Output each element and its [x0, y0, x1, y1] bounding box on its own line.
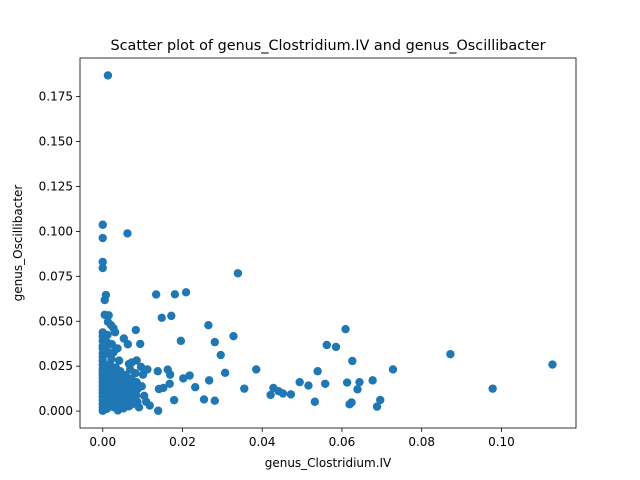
data-point-137	[210, 396, 219, 405]
y-tick-label: 0.100	[39, 224, 73, 238]
data-point-0	[103, 71, 113, 80]
data-point-10	[170, 290, 180, 299]
data-point-5	[98, 263, 107, 273]
y-tick-label: 0.000	[39, 404, 73, 418]
y-tick-label: 0.075	[39, 269, 73, 283]
x-tick-label: 0.02	[169, 435, 196, 449]
x-tick-label: 0.08	[408, 435, 435, 449]
x-tick-label: 0.00	[89, 435, 116, 449]
data-point-138	[220, 368, 230, 378]
data-point-75	[102, 404, 111, 414]
data-point-14	[157, 313, 166, 323]
data-point-114	[132, 391, 141, 400]
data-point-140	[252, 365, 261, 374]
data-point-132	[179, 374, 188, 383]
data-point-126	[159, 383, 168, 393]
data-point-86	[110, 376, 120, 385]
data-point-157	[372, 402, 382, 411]
data-point-15	[167, 311, 176, 321]
data-point-146	[295, 377, 304, 387]
data-point-130	[165, 379, 174, 388]
data-point-33	[176, 336, 186, 346]
data-point-136	[204, 376, 214, 385]
data-point-8	[100, 295, 109, 305]
data-point-159	[388, 365, 398, 374]
data-point-161	[548, 360, 557, 369]
data-point-37	[331, 342, 341, 352]
data-point-133	[185, 371, 194, 380]
data-point-158	[376, 395, 385, 405]
data-point-150	[321, 379, 330, 388]
plot-frame	[79, 57, 577, 429]
data-point-160	[488, 384, 497, 393]
y-axis-label: genus_Oscillibacter	[11, 185, 25, 302]
data-point-24	[204, 321, 213, 330]
data-point-145	[286, 390, 296, 399]
data-point-144	[278, 389, 288, 398]
data-point-23	[131, 325, 141, 335]
data-point-6	[233, 269, 243, 278]
data-point-156	[368, 376, 377, 385]
data-point-123	[145, 401, 154, 410]
data-point-148	[310, 397, 320, 406]
data-point-1	[98, 220, 107, 229]
data-point-111	[131, 368, 140, 378]
data-point-116	[134, 403, 144, 412]
plot-area	[80, 58, 576, 428]
x-tick-label: 0.10	[488, 435, 515, 449]
data-point-36	[322, 340, 331, 350]
y-tick-label: 0.050	[39, 314, 73, 328]
data-point-117	[136, 362, 146, 372]
y-tick-label: 0.125	[39, 179, 73, 193]
data-point-121	[143, 365, 152, 374]
y-tick-label: 0.025	[39, 359, 73, 373]
data-point-131	[169, 395, 179, 405]
chart-title: Scatter plot of genus_Clostridium.IV and…	[110, 38, 545, 54]
data-point-154	[353, 385, 362, 394]
x-tick-label: 0.04	[249, 435, 276, 449]
data-point-153	[347, 398, 356, 407]
y-tick-label: 0.175	[39, 90, 73, 104]
data-point-139	[240, 384, 249, 393]
data-point-25	[341, 324, 350, 334]
data-point-31	[123, 340, 133, 349]
x-axis-ticks: 0.00 0.02 0.04 0.06 0.08 0.10	[89, 428, 515, 449]
data-point-45	[113, 344, 122, 353]
data-point-119	[137, 382, 146, 391]
y-axis-ticks: 0.000 0.025 0.050 0.075 0.100 0.125 0.150 0.175	[39, 90, 80, 418]
y-tick-label: 0.150	[39, 135, 73, 149]
data-point-149	[313, 367, 322, 376]
data-point-4	[98, 257, 107, 267]
x-axis-label: genus_Clostridium.IV	[265, 456, 392, 470]
data-point-51	[216, 350, 225, 360]
data-point-50	[132, 356, 141, 365]
data-point-52	[348, 356, 357, 366]
data-point-53	[446, 349, 455, 359]
data-point-13	[104, 311, 113, 320]
data-point-155	[355, 377, 364, 387]
data-points	[98, 71, 557, 415]
data-point-9	[151, 290, 161, 299]
data-point-129	[165, 370, 175, 379]
data-point-124	[153, 367, 162, 376]
data-point-22	[103, 330, 112, 340]
data-point-2	[98, 233, 107, 243]
data-point-82	[106, 396, 116, 405]
data-point-134	[191, 383, 200, 392]
data-point-47	[114, 356, 124, 365]
data-point-151	[342, 378, 352, 387]
data-point-147	[304, 381, 313, 390]
data-point-11	[181, 288, 191, 297]
data-point-127	[153, 406, 163, 415]
data-point-35	[229, 331, 238, 341]
data-point-141	[266, 390, 275, 400]
x-tick-label: 0.06	[329, 435, 356, 449]
data-point-19	[110, 328, 120, 337]
data-point-135	[199, 395, 209, 404]
data-point-3	[123, 229, 132, 238]
data-point-32	[136, 339, 145, 349]
data-point-34	[210, 337, 219, 347]
